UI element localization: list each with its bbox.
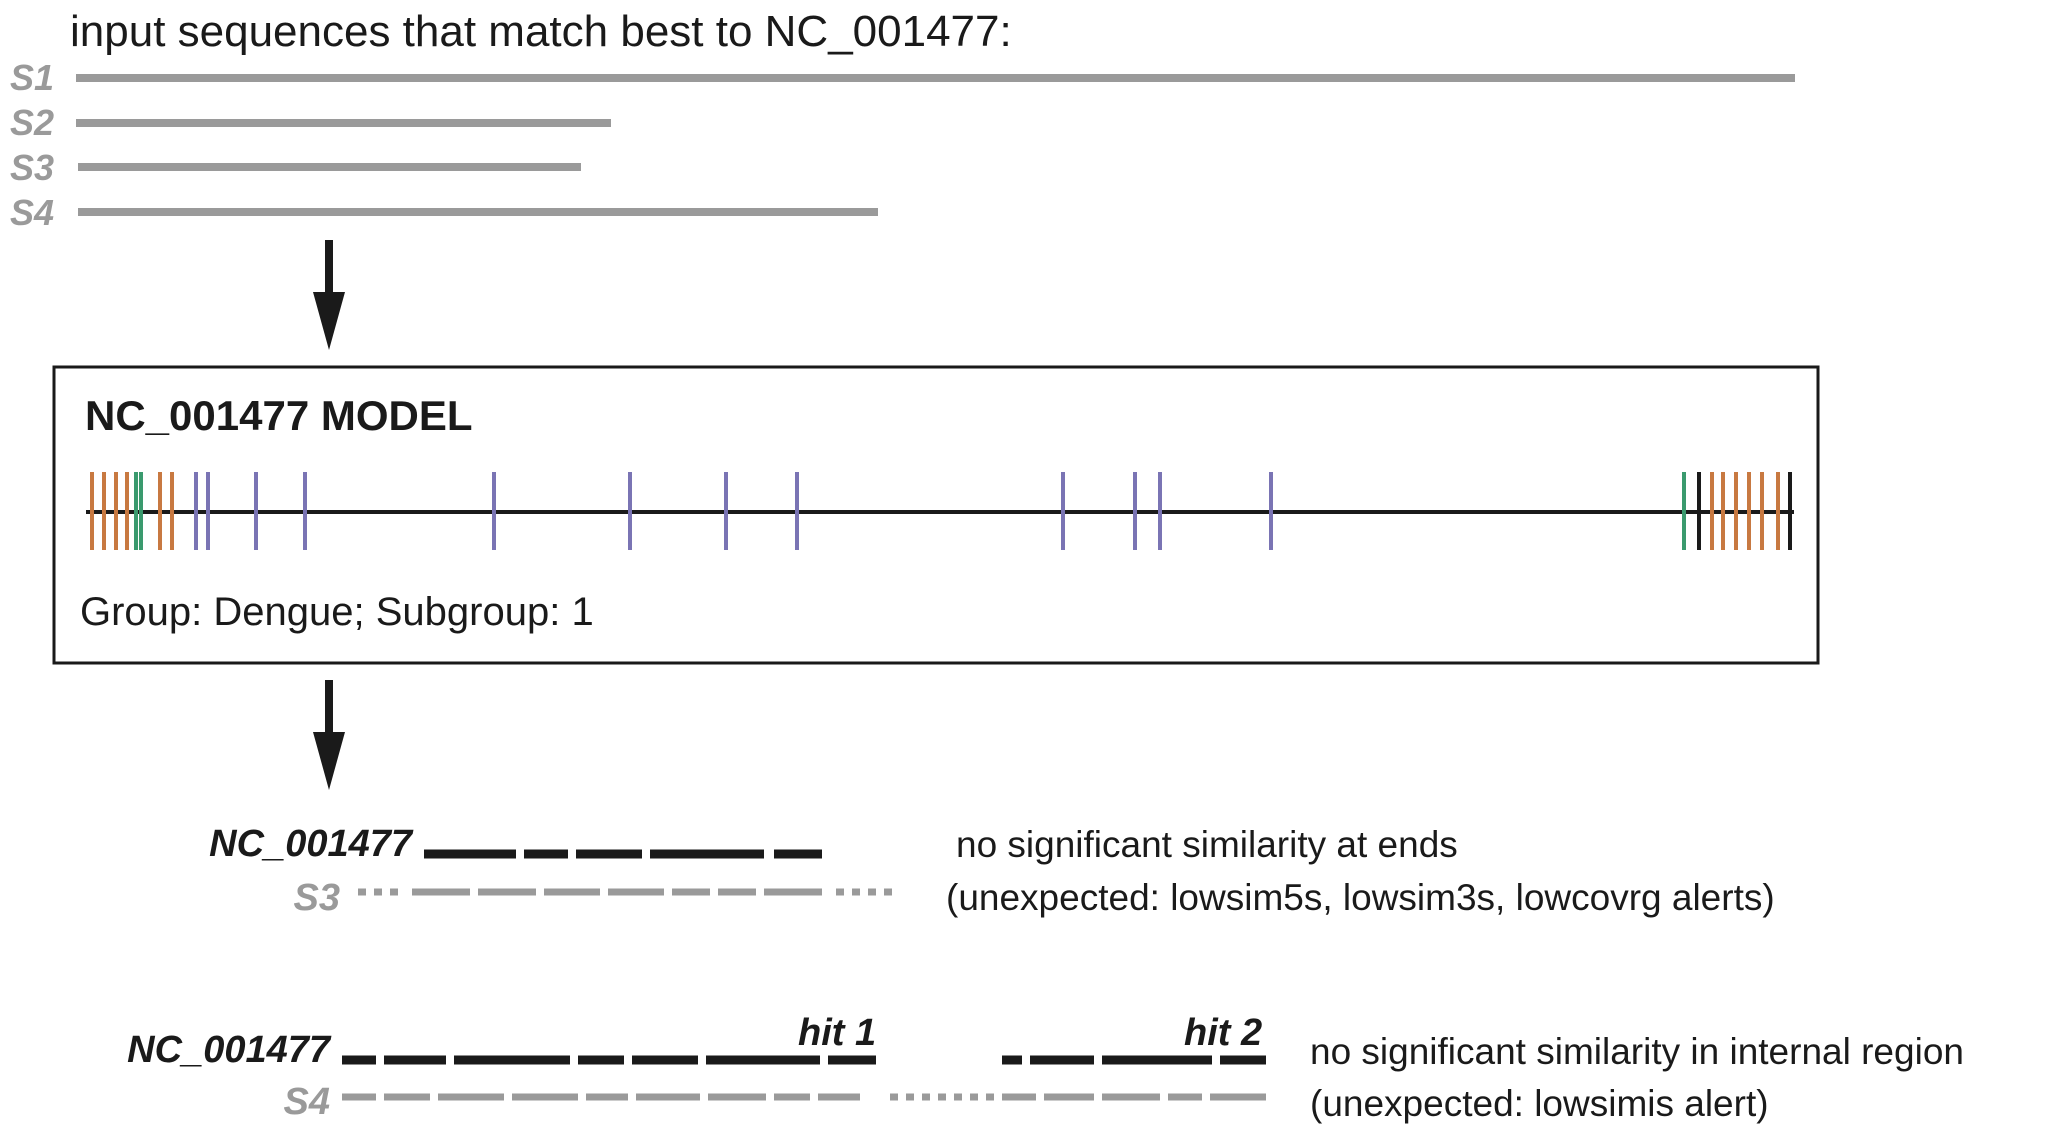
example-ends: NC_001477 S3 no significant similarity a… bbox=[209, 823, 1775, 919]
ex2-query-label: S4 bbox=[284, 1081, 330, 1123]
model-group-label: Group: Dengue; Subgroup: 1 bbox=[80, 590, 594, 634]
seq-label-s4: S4 bbox=[10, 192, 54, 233]
seq-label-s2: S2 bbox=[10, 102, 54, 143]
seq-label-s3: S3 bbox=[10, 147, 54, 188]
figure-title: input sequences that match best to NC_00… bbox=[70, 7, 1012, 56]
ex1-alerts: (unexpected: lowsim5s, lowsim3s, lowcovr… bbox=[946, 877, 1775, 918]
model-5prime-features bbox=[90, 472, 174, 550]
model-3prime-features bbox=[1682, 472, 1792, 550]
model-title: NC_001477 MODEL bbox=[85, 392, 473, 439]
seq-label-s1: S1 bbox=[10, 57, 54, 98]
input-sequences: S1 S2 S3 S4 bbox=[10, 57, 1795, 233]
model-box: NC_001477 MODEL bbox=[52, 365, 1820, 665]
hit2-label: hit 2 bbox=[1184, 1012, 1262, 1054]
hit1-label: hit 1 bbox=[798, 1012, 876, 1054]
ex2-message: no significant similarity in internal re… bbox=[1310, 1031, 1964, 1072]
example-internal: hit 1 hit 2 NC_001477 S4 bbox=[127, 1012, 1964, 1124]
ex1-query-label: S3 bbox=[294, 877, 340, 919]
ex1-message: no significant similarity at ends bbox=[956, 824, 1458, 865]
ex2-ref-label: NC_001477 bbox=[127, 1029, 332, 1071]
down-arrow-icon bbox=[313, 240, 345, 350]
down-arrow-icon bbox=[313, 680, 345, 790]
ex2-alerts: (unexpected: lowsimis alert) bbox=[1310, 1083, 1769, 1124]
ex1-ref-label: NC_001477 bbox=[209, 823, 414, 865]
model-cds-features bbox=[194, 472, 1273, 550]
